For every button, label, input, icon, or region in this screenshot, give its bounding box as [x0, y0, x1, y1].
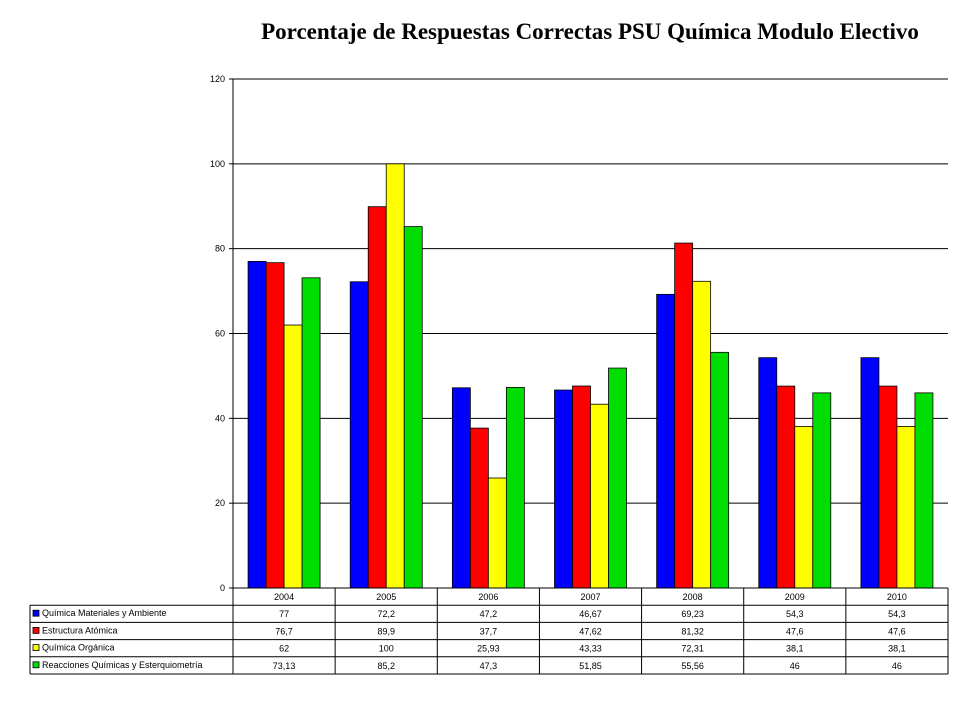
y-tick-label: 20 [215, 498, 225, 508]
legend-swatch [32, 661, 40, 669]
axes: 0 20 40 60 80 100 120 [210, 74, 234, 593]
data-label: 46 [790, 661, 800, 671]
data-label: 46 [892, 661, 902, 671]
data-label: 100 [379, 644, 394, 654]
y-tick-label: 0 [220, 583, 225, 593]
data-label: 85,2 [377, 661, 395, 671]
data-label: 25,93 [477, 644, 500, 654]
category-label: 2004 [274, 592, 294, 602]
data-label: 77 [279, 609, 289, 619]
y-tick-label: 80 [215, 244, 225, 254]
y-tick-label: 120 [210, 74, 225, 84]
legend-swatch [32, 609, 40, 617]
bar [656, 293, 676, 589]
y-tick-label: 40 [215, 413, 225, 423]
data-label: 46,67 [579, 609, 602, 619]
data-label: 73,13 [273, 661, 296, 671]
legend-swatch [32, 627, 40, 634]
data-label: 38,1 [786, 644, 804, 654]
bar [554, 389, 573, 589]
data-label: 76,7 [275, 626, 293, 636]
bar [385, 163, 405, 589]
data-label: 81,32 [681, 626, 704, 636]
bar [487, 477, 507, 589]
data-label: 47,3 [480, 661, 498, 671]
legend-label: Reacciones Químicas y Esterquiometría [42, 660, 203, 670]
data-label: 43,33 [579, 644, 602, 654]
data-label: 62 [279, 644, 289, 654]
bar [349, 281, 369, 589]
bar [469, 427, 489, 589]
bar [674, 242, 694, 589]
data-label: 72,2 [377, 609, 395, 619]
data-label: 54,3 [888, 609, 906, 619]
data-label: 89,9 [377, 626, 395, 636]
bar [692, 280, 712, 589]
bar [758, 357, 778, 589]
bar [505, 386, 525, 589]
data-label: 69,23 [681, 609, 704, 619]
data-label: 37,7 [480, 626, 498, 636]
bar [572, 385, 591, 589]
data-label: 47,6 [888, 626, 906, 636]
data-label: 47,62 [579, 626, 602, 636]
category-label: 2007 [580, 592, 600, 602]
bar [301, 277, 321, 589]
data-label: 55,56 [681, 661, 704, 671]
y-tick-label: 60 [215, 329, 225, 339]
legend-label: Estructura Atómica [42, 625, 118, 635]
data-label: 47,2 [480, 609, 498, 619]
data-label: 72,31 [681, 644, 704, 654]
bars [247, 163, 934, 589]
bar [590, 403, 609, 589]
bar [265, 262, 285, 589]
chart-title: Porcentaje de Respuestas Correctas PSU Q… [261, 19, 919, 44]
category-label: 2005 [376, 592, 396, 602]
category-label: 2010 [887, 592, 907, 602]
category-label: 2008 [683, 592, 703, 602]
bar [878, 385, 898, 589]
y-tick-label: 100 [210, 159, 225, 169]
data-table: 2004 2005 2006 2007 2008 2009 2010 Química Mate… [29, 587, 949, 675]
data-label: 38,1 [888, 644, 906, 654]
bar [247, 260, 267, 589]
bar [367, 206, 387, 589]
category-label: 2006 [478, 592, 498, 602]
bar [860, 357, 880, 589]
legend-label: Química Orgánica [42, 643, 115, 653]
legend-label: Química Materiales y Ambiente [42, 608, 167, 618]
bar [794, 425, 814, 589]
bar [896, 425, 916, 589]
data-label: 54,3 [786, 609, 804, 619]
bar [608, 367, 627, 589]
bar [914, 392, 934, 589]
data-label: 47,6 [786, 626, 804, 636]
category-label: 2009 [785, 592, 805, 602]
bar [283, 324, 303, 589]
legend-swatch [32, 644, 40, 651]
bar [776, 385, 796, 589]
data-label: 51,85 [579, 661, 602, 671]
bar [812, 392, 832, 589]
bar [403, 226, 423, 589]
bar [451, 387, 471, 589]
bar [710, 351, 730, 589]
